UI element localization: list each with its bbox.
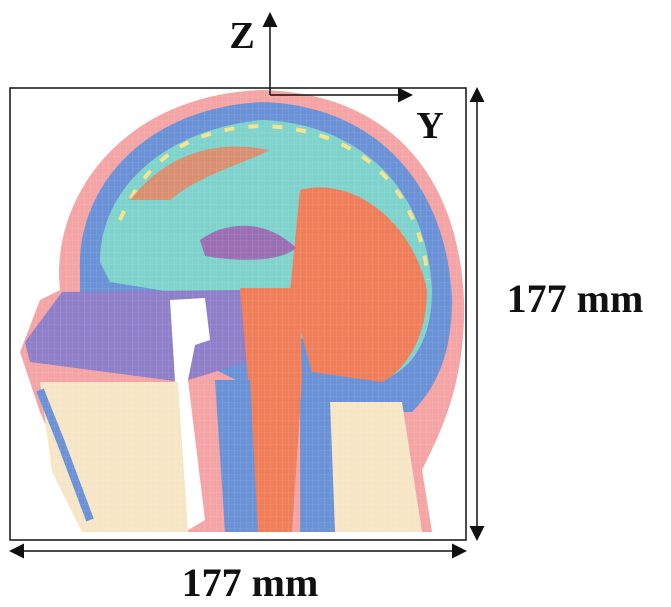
y-label: Y	[416, 105, 443, 147]
height-label: 177 mm	[507, 276, 644, 321]
width-label: 177 mm	[182, 560, 319, 605]
z-label: Z	[229, 15, 254, 57]
figure: Z Y 177 mm 177 mm	[0, 0, 671, 607]
